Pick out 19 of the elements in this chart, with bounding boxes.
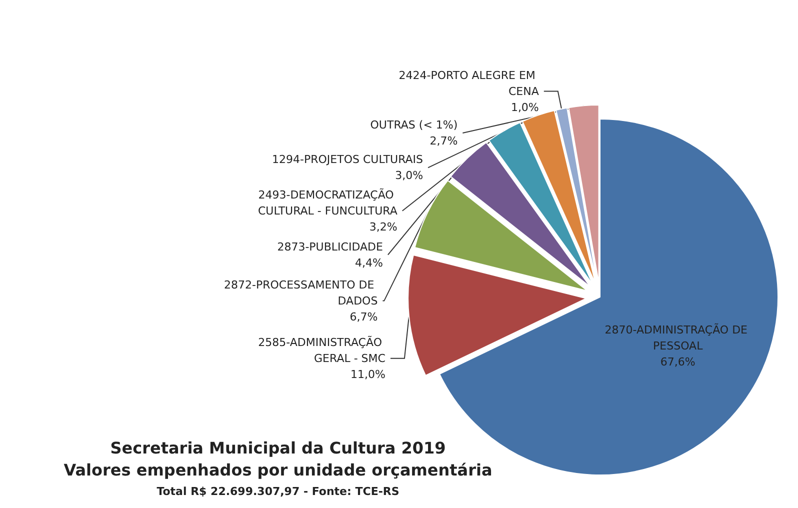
- text: Total R$ 22.699.307,97 - Fonte: TCE-RS: [156, 485, 400, 498]
- slice-label: 2493-DEMOCRATIZAÇÃO CULTURAL - FUNCULTURA: [258, 187, 398, 218]
- data-label: 2,7%: [430, 134, 458, 148]
- slice-label: 2870-ADMINISTRAÇÃO DE PESSOAL: [604, 322, 751, 352]
- data-label: 67,6%: [660, 355, 696, 368]
- data-label: 3,2%: [369, 220, 398, 234]
- data-label: 6,7%: [350, 310, 378, 324]
- data-label: 4,4%: [354, 256, 383, 270]
- slice-label: 2873-PUBLICIDADE: [277, 240, 383, 254]
- text: Secretaria Municipal da Cultura 2019: [110, 438, 446, 458]
- slice-label: 2872-PROCESSAMENTO DE DADOS: [224, 278, 378, 308]
- data-label: 1,0%: [510, 100, 539, 114]
- text: Valores empenhados por unidade orçamentária: [64, 460, 492, 480]
- slice-label: 2585-ADMINISTRAÇÃO GERAL - SMC: [258, 334, 386, 365]
- slice-label: 1294-PROJETOS CULTURAIS: [272, 153, 424, 166]
- data-label: 3,0%: [395, 169, 424, 182]
- slice-label: OUTRAS (< 1%): [370, 118, 458, 132]
- data-label: 11,0%: [350, 368, 386, 381]
- slice-label: 2424-PORTO ALEGRE EM CENA: [398, 68, 540, 98]
